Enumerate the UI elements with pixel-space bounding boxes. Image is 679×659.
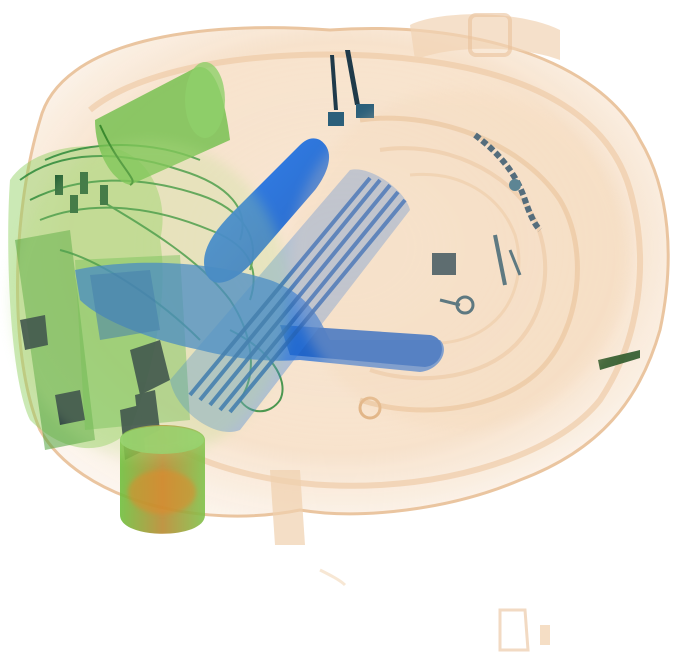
xray-haze — [10, 90, 630, 460]
